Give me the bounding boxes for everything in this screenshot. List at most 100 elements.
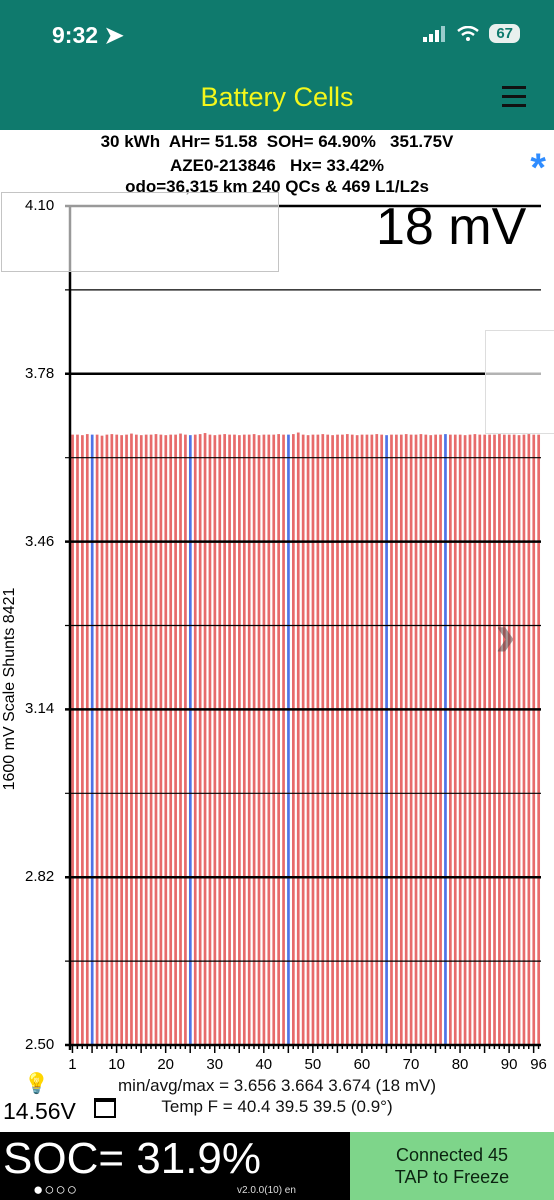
cell-bar (193, 434, 197, 1045)
cell-bar (306, 435, 310, 1046)
status-time: 9:32 ➤ (52, 22, 124, 48)
cell-bar (385, 435, 388, 1046)
cell-bar (95, 434, 99, 1045)
cell-bar (208, 434, 212, 1045)
cell-voltage-chart: 1 10 20 30 40 50 60 70 80 90 96 (65, 204, 547, 1073)
cell-bar (164, 435, 168, 1046)
cell-bar (292, 434, 295, 1045)
cell-bar (188, 435, 192, 1046)
cell-bar (287, 434, 290, 1045)
title-bar: Battery Cells (0, 68, 554, 130)
cell-bar (473, 434, 477, 1045)
x-tick-label: 40 (255, 1056, 272, 1073)
y-tick-label: 3.14 (25, 700, 55, 718)
cell-bar (444, 434, 447, 1045)
cell-bar (463, 435, 467, 1046)
x-tick-label: 96 (530, 1056, 547, 1073)
cell-bar (360, 434, 364, 1045)
cell-bar (218, 434, 222, 1045)
cell-bar (247, 434, 251, 1045)
y-tick-label: 2.82 (25, 868, 55, 886)
cell-bar (90, 434, 94, 1045)
cell-bar (395, 434, 398, 1045)
cell-bar (449, 434, 452, 1045)
cell-bar (120, 435, 123, 1046)
x-tick-label: 20 (157, 1056, 174, 1073)
cell-bar (399, 434, 403, 1045)
cell-bar (76, 434, 79, 1045)
soc-value: SOC= 31.9% (3, 1134, 262, 1183)
info-line-1: 30 kWh AHr= 51.58 SOH= 64.90% 351.75V (100, 132, 454, 151)
chevron-right-icon[interactable]: › (495, 601, 516, 670)
cell-bar (213, 435, 217, 1046)
page-dots[interactable]: ●○○○ (33, 1180, 79, 1199)
x-tick-label: 10 (108, 1056, 125, 1073)
overlay-box[interactable] (1, 192, 279, 272)
cell-bar (238, 435, 241, 1046)
connection-button[interactable]: Connected 45 TAP to Freeze (350, 1132, 554, 1200)
cell-bar (390, 434, 393, 1045)
cell-bar (527, 434, 531, 1045)
cell-bar (125, 434, 128, 1045)
cell-bar (203, 433, 207, 1045)
cell-bar (537, 434, 541, 1045)
delta-mv-label: 18 mV (376, 198, 527, 256)
status-icons: 67 (423, 24, 520, 43)
cell-bar (414, 434, 418, 1045)
cell-bar (100, 435, 104, 1045)
cell-bar (380, 434, 384, 1045)
cell-bar (135, 434, 138, 1045)
cell-bar (139, 435, 143, 1046)
cell-bar (345, 434, 349, 1045)
cell-bar (326, 434, 330, 1045)
cell-bar (301, 434, 305, 1045)
y-tick-label: 3.78 (25, 364, 55, 382)
cell-bar (85, 434, 89, 1045)
cell-bar (522, 434, 526, 1045)
cell-bar (375, 434, 379, 1045)
cell-bar (512, 434, 516, 1045)
cell-bar (179, 433, 182, 1045)
cell-bar (257, 435, 261, 1046)
x-tick-label: 80 (452, 1056, 469, 1073)
wifi-icon (457, 25, 480, 41)
menu-icon[interactable] (502, 80, 526, 114)
side-panel[interactable] (485, 330, 554, 434)
info-line-2: AZE0-213846 Hx= 33.42% (169, 156, 385, 175)
calendar-icon[interactable] (94, 1098, 116, 1118)
x-tick-label: 90 (501, 1056, 518, 1073)
cell-bar (184, 434, 187, 1045)
cell-bar (493, 434, 496, 1045)
cell-bar (228, 434, 231, 1045)
cell-bar (409, 434, 413, 1045)
pack-voltage: 14.56V (3, 1098, 76, 1124)
cell-bar (154, 434, 158, 1045)
lightbulb-icon[interactable]: 💡 (24, 1073, 49, 1095)
cell-bar (419, 434, 423, 1045)
cell-bar (262, 434, 266, 1045)
cell-bar (483, 434, 487, 1045)
x-tick-label: 60 (354, 1056, 371, 1073)
cell-bar (71, 434, 74, 1045)
cell-bar (532, 434, 536, 1045)
y-tick-label: 3.46 (25, 532, 55, 550)
star-icon[interactable]: * (530, 146, 546, 190)
cell-bar (144, 434, 148, 1045)
signal-icon (423, 25, 446, 42)
cell-bar (502, 434, 506, 1045)
x-tick-label: 70 (403, 1056, 420, 1073)
cell-bar (370, 434, 374, 1045)
cell-bar (277, 434, 280, 1045)
voltage-stats: min/avg/max = 3.656 3.664 3.674 (18 mV) (118, 1076, 436, 1095)
cell-bar (336, 434, 339, 1045)
status-bar: 9:32 ➤ 67 (0, 0, 554, 68)
freeze-hint: TAP to Freeze (394, 1167, 510, 1187)
cell-bar (223, 434, 227, 1045)
cell-bar (404, 434, 408, 1045)
cell-bar (311, 434, 315, 1045)
connection-status: Connected 45 (395, 1145, 509, 1165)
location-arrow-icon: ➤ (104, 22, 124, 48)
cell-bar (488, 434, 491, 1045)
cell-bar (507, 434, 511, 1045)
cell-bar (267, 434, 271, 1045)
